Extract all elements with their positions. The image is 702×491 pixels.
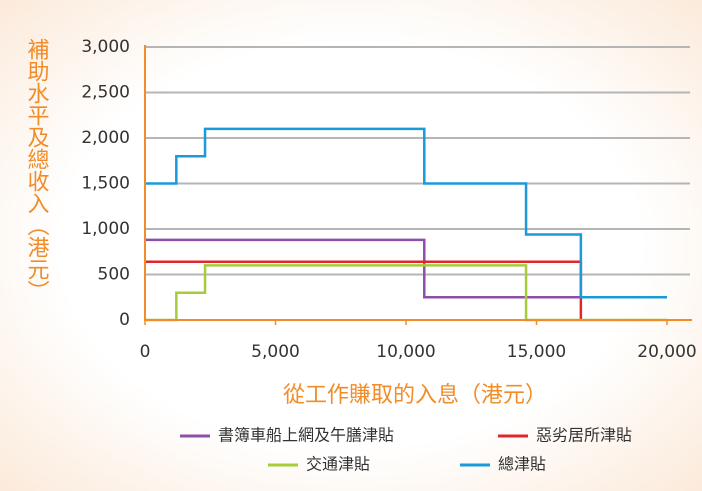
series-lines [145, 127, 667, 322]
legend-label: 總津貼 [498, 455, 546, 474]
y-axis-title: 補助水平及總收入（港元） [24, 38, 50, 302]
y-tick-label: 2,000 [81, 128, 130, 148]
series-line [145, 264, 667, 322]
y-tick-label: 3,000 [81, 37, 130, 57]
y-tick-label: 2,500 [81, 83, 130, 103]
x-tick-label: 0 [140, 342, 151, 362]
y-tick-label: 1,500 [81, 174, 130, 194]
legend-label: 交通津貼 [306, 455, 370, 474]
x-tick-label: 15,000 [507, 342, 566, 362]
y-tick-label: 0 [119, 310, 130, 330]
legend-label: 惡劣居所津貼 [536, 426, 632, 445]
y-tick-label: 500 [98, 265, 130, 285]
x-tick-label: 5,000 [251, 342, 300, 362]
legend-label: 書簿車船上網及午膳津貼 [218, 426, 394, 445]
y-tick-label: 1,000 [81, 219, 130, 239]
x-tick-label: 10,000 [376, 342, 435, 362]
series-line [145, 238, 667, 299]
grid [145, 46, 690, 321]
x-axis-title: 從工作賺取的入息（港元） [283, 383, 547, 408]
series-line [145, 127, 667, 299]
x-tick-label: 20,000 [637, 342, 696, 362]
